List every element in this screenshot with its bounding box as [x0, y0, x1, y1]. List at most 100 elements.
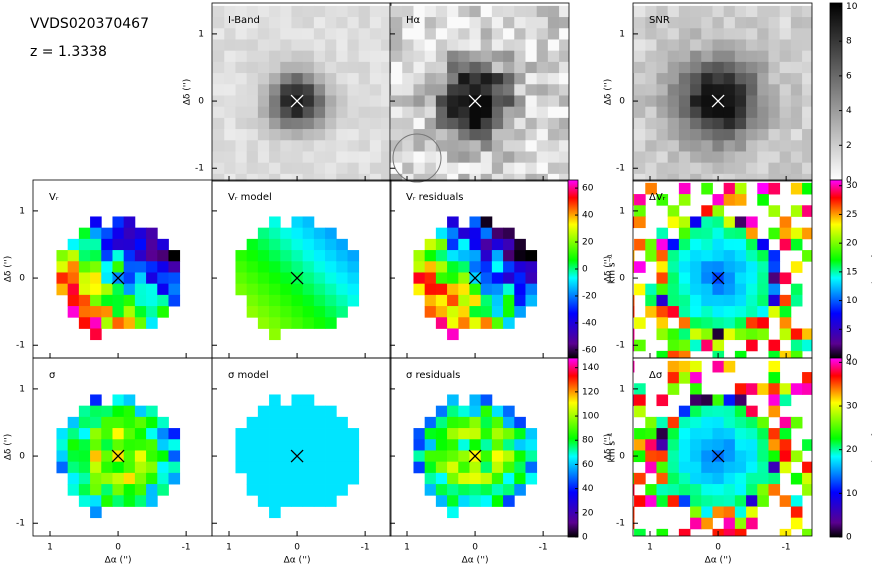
y-tick-label: 1: [19, 384, 25, 394]
pixel: [90, 250, 102, 262]
pixel: [723, 61, 736, 74]
pixel: [269, 495, 281, 507]
pixel: [645, 416, 657, 429]
pixel: [313, 50, 326, 63]
pixel: [78, 317, 91, 329]
pixel: [291, 151, 304, 164]
panel-label: σ residuals: [406, 370, 460, 381]
pixel: [469, 294, 482, 307]
pixel: [480, 50, 493, 63]
pixel: [701, 129, 713, 141]
pixel: [269, 416, 281, 429]
center-marker: [111, 271, 125, 285]
pixel: [358, 50, 371, 63]
colorbar-tick-label: 0: [582, 265, 588, 275]
pixel: [690, 151, 702, 164]
pixel: [381, 50, 391, 63]
y-tick-label: -1: [16, 341, 25, 351]
pixel: [503, 484, 515, 496]
pixel: [235, 151, 248, 164]
pixel: [257, 238, 270, 251]
pixel: [547, 50, 560, 63]
pixel: [469, 461, 482, 474]
pixel: [291, 61, 304, 74]
pixel: [734, 162, 747, 175]
pixel: [313, 173, 326, 181]
pixel: [678, 50, 691, 63]
pixel: [559, 50, 569, 63]
pixel: [435, 227, 448, 240]
pixel: [469, 84, 482, 96]
pixel: [480, 261, 493, 273]
pixel: [634, 50, 646, 63]
pixel: [347, 151, 360, 164]
pixel: [447, 450, 459, 463]
pixel: [547, 17, 560, 29]
pixel: [134, 484, 147, 496]
pixel: [424, 50, 437, 63]
pixel: [90, 328, 102, 341]
pixel: [413, 39, 426, 52]
pixel: [634, 151, 646, 164]
pixel: [678, 151, 691, 164]
pixel: [678, 227, 691, 240]
pixel: [768, 151, 781, 164]
pixel: [269, 84, 281, 96]
pixel: [734, 272, 747, 285]
pixel: [134, 461, 147, 474]
pixel: [302, 39, 315, 52]
pixel: [690, 50, 702, 63]
pixel: [402, 173, 414, 181]
pixel: [313, 151, 326, 164]
pixel: [514, 484, 526, 496]
pixel: [667, 416, 680, 429]
pixel: [269, 129, 281, 141]
map: [212, 5, 391, 197]
pixel: [746, 106, 758, 119]
pixel: [146, 250, 158, 262]
pixel: [790, 294, 803, 307]
pixel: [358, 17, 371, 29]
pixel: [678, 261, 691, 273]
pixel: [381, 162, 391, 175]
pixel: [280, 151, 292, 164]
pixel: [146, 428, 158, 440]
pixel: [325, 317, 337, 329]
pixel: [347, 283, 360, 296]
pixel: [790, 238, 803, 251]
pixel: [67, 261, 80, 273]
pixel: [757, 328, 769, 341]
pixel: [791, 540, 803, 552]
pixel: [325, 140, 337, 152]
pixel: [802, 372, 812, 384]
pixel: [634, 84, 646, 96]
pixel: [525, 17, 538, 29]
pixel: [90, 227, 102, 240]
pixel: [447, 162, 459, 175]
pixel: [212, 73, 214, 85]
pixel: [656, 95, 669, 108]
pixel: [134, 272, 147, 285]
pixel: [370, 185, 382, 197]
pixel: [146, 306, 158, 318]
pixel: [112, 227, 125, 240]
pixel: [678, 216, 691, 229]
pixel: [746, 162, 758, 175]
pixel: [701, 405, 713, 418]
pixel: [491, 472, 504, 485]
pixel: [369, 28, 382, 40]
pixel: [768, 450, 781, 463]
pixel: [802, 439, 812, 451]
pixel: [224, 129, 236, 141]
pixel: [723, 360, 736, 373]
colorbar-tick-label: 20: [582, 238, 594, 248]
pixel: [723, 517, 736, 530]
pixel: [633, 5, 635, 18]
pixel: [503, 294, 515, 307]
pixel: [435, 17, 448, 29]
pixel: [336, 28, 348, 40]
pixel: [780, 185, 792, 197]
pixel: [369, 151, 382, 164]
pixel: [712, 5, 725, 18]
pixel: [424, 416, 437, 429]
